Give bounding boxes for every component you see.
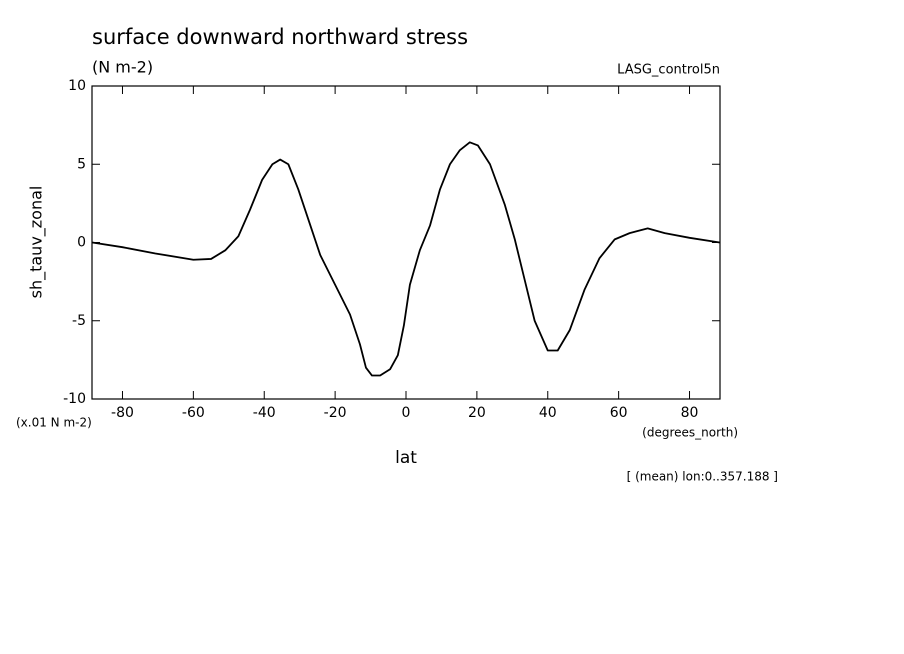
plot-frame (91, 85, 721, 400)
chart-subtitle: (N m-2) (92, 58, 153, 77)
x-tick-label: -40 (253, 405, 276, 421)
x-units: (degrees_north) (642, 426, 738, 440)
x-tick-label: -80 (111, 405, 134, 421)
x-tick-label: 0 (402, 405, 411, 421)
x-tick-label: -20 (324, 405, 347, 421)
x-tick-label: 80 (681, 405, 699, 421)
y-units: (x.01 N m-2) (16, 416, 92, 430)
x-tick-label: 60 (610, 405, 628, 421)
y-tick-label: 5 (77, 156, 86, 172)
y-tick-label: -5 (72, 313, 86, 329)
x-tick-label: 20 (468, 405, 486, 421)
y-tick-label: 10 (68, 78, 86, 94)
chart-title: surface downward northward stress (92, 25, 468, 49)
y-tick-label: 0 (77, 235, 86, 251)
data-line (92, 141, 720, 377)
y-axis-label: sh_tauv_zonal (27, 186, 47, 299)
dataset-label: LASG_control5n (617, 63, 720, 78)
x-axis-label: lat (395, 448, 417, 468)
y-tick-label: -10 (63, 391, 86, 407)
x-tick-label: 40 (539, 405, 557, 421)
x-tick-label: -60 (182, 405, 205, 421)
note: [ (mean) lon:0..357.188 ] (627, 470, 778, 484)
